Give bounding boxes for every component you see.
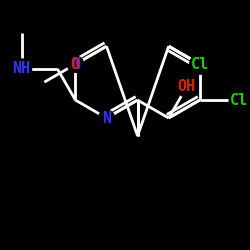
Circle shape [68, 56, 84, 72]
Circle shape [68, 56, 84, 72]
Text: N: N [102, 110, 111, 126]
Text: Cl: Cl [190, 57, 209, 72]
Circle shape [98, 110, 114, 126]
Text: OH: OH [178, 80, 196, 94]
Text: NH: NH [12, 62, 31, 76]
Text: Cl: Cl [230, 92, 248, 108]
Circle shape [229, 90, 249, 110]
Circle shape [12, 59, 32, 79]
Circle shape [190, 54, 210, 74]
Text: N: N [71, 57, 80, 72]
Circle shape [177, 77, 197, 97]
Text: O: O [71, 57, 80, 72]
